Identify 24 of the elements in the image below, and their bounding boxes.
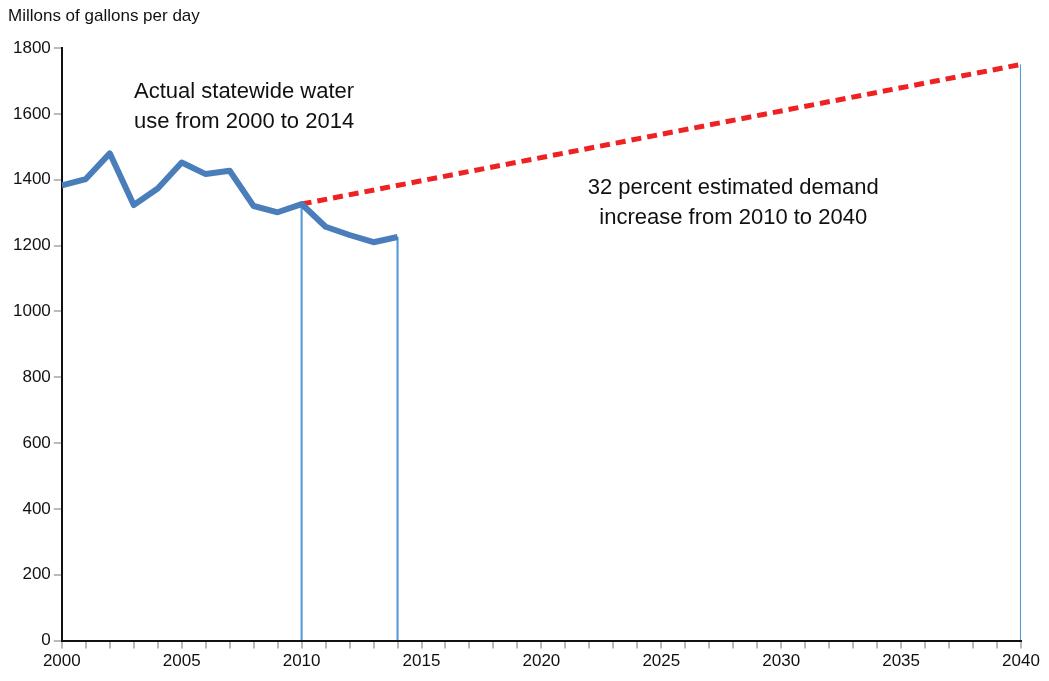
annotation: Actual statewide water use from 2000 to 2014 bbox=[133, 78, 355, 134]
bar bbox=[1019, 64, 1021, 640]
y-tick-label: 1200 bbox=[12, 235, 51, 255]
x-tick-label: 2020 bbox=[522, 651, 561, 671]
x-tick-label: 2005 bbox=[162, 651, 201, 671]
x-tick-label: 2040 bbox=[1002, 651, 1040, 671]
x-tick-label: 2025 bbox=[642, 651, 681, 671]
x-tick-label: 2035 bbox=[882, 651, 921, 671]
y-tick-label: 600 bbox=[22, 432, 51, 452]
y-tick-label: 1800 bbox=[12, 37, 51, 57]
y-tick-label: 1000 bbox=[12, 301, 51, 321]
x-tick-label: 2000 bbox=[42, 651, 81, 671]
annotation: 32 percent estimated demand increase from 2010 to 2040 bbox=[587, 174, 879, 230]
y-axis-title: Millons of gallons per day bbox=[8, 6, 201, 26]
y-tick-label: 0 bbox=[41, 630, 51, 650]
y-tick-label: 800 bbox=[22, 366, 51, 386]
y-tick-label: 400 bbox=[22, 498, 51, 518]
y-tick-label: 1400 bbox=[12, 169, 51, 189]
y-tick-label: 1600 bbox=[12, 103, 51, 123]
x-tick-label: 2015 bbox=[402, 651, 441, 671]
x-tick-label: 2030 bbox=[762, 651, 801, 671]
bar bbox=[396, 236, 399, 640]
y-tick-label: 200 bbox=[22, 564, 51, 584]
x-tick-label: 2010 bbox=[282, 651, 321, 671]
